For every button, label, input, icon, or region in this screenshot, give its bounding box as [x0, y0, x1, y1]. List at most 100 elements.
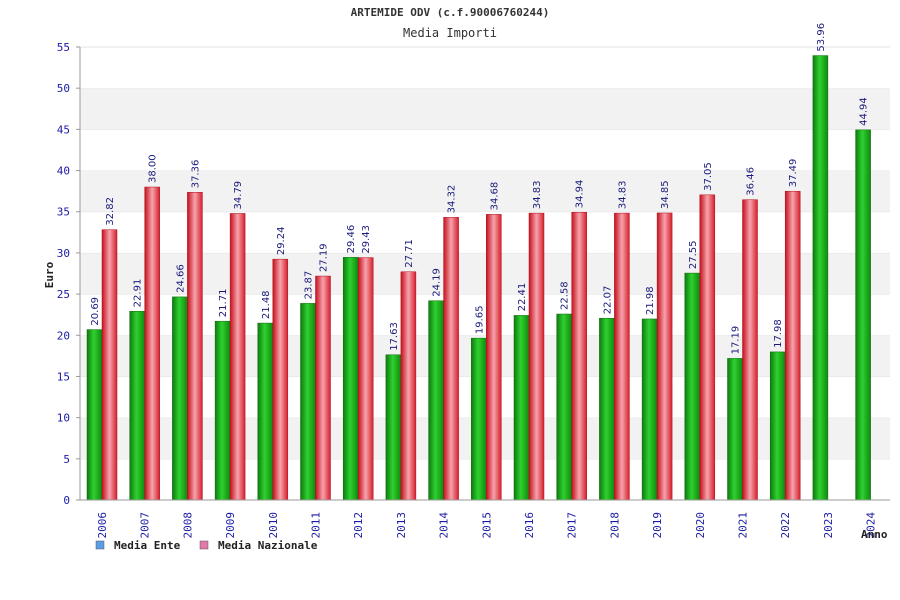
legend-label: Media Nazionale	[218, 539, 318, 552]
bar-media-ente	[342, 257, 359, 501]
bar-media-ente	[172, 296, 188, 501]
chart-subtitle: Media Importi	[403, 26, 497, 40]
data-label: 27.19	[319, 243, 330, 272]
grid-band	[80, 88, 890, 130]
y-tick-label: 55	[57, 41, 70, 54]
y-tick-label: 10	[57, 412, 70, 425]
data-label: 34.32	[447, 185, 458, 214]
bar-media-ente	[214, 320, 231, 501]
bar-media-ente	[86, 329, 103, 501]
bar-media-nazionale	[101, 229, 118, 501]
bar-media-ente	[812, 55, 829, 501]
data-label: 37.05	[703, 162, 714, 191]
y-tick-label: 15	[57, 370, 70, 383]
data-label: 34.85	[660, 180, 671, 209]
bar-media-ente	[769, 351, 786, 501]
bar-media-nazionale	[443, 217, 459, 501]
x-tick-label: 2020	[694, 512, 707, 539]
bar-media-ente	[684, 272, 701, 501]
bar-media-nazionale	[742, 199, 758, 501]
bars	[86, 55, 871, 501]
bar-media-ente	[727, 358, 743, 501]
bar-media-nazionale	[229, 213, 246, 501]
bar-media-nazionale	[400, 271, 417, 501]
x-tick-label: 2018	[608, 512, 621, 539]
data-label: 34.83	[532, 180, 543, 209]
data-label: 34.68	[489, 182, 500, 211]
bar-media-nazionale	[784, 190, 801, 501]
x-tick-label: 2010	[267, 512, 280, 539]
data-label: 36.46	[746, 167, 757, 196]
data-label: 21.98	[645, 286, 656, 315]
bar-media-nazionale	[187, 192, 203, 501]
data-label: 44.94	[859, 97, 870, 126]
bar-media-ente	[641, 318, 658, 501]
x-axis-ticks: 2006 2007 2008 2009 2010 2011 2012 2013 2014 2015…	[96, 512, 878, 539]
y-tick-label: 0	[63, 494, 70, 507]
x-tick-label: 2017	[566, 512, 579, 539]
y-tick-label: 35	[57, 206, 70, 219]
legend-swatch	[199, 540, 209, 550]
y-tick-label: 50	[57, 82, 70, 95]
bar-media-ente	[257, 322, 274, 501]
x-tick-label: 2021	[737, 512, 750, 539]
bar-media-ente	[385, 354, 402, 501]
legend-swatch	[95, 540, 105, 550]
x-tick-label: 2023	[822, 512, 835, 539]
x-tick-label: 2007	[139, 512, 152, 539]
bar-media-ente	[599, 317, 615, 501]
data-label: 21.48	[261, 290, 272, 319]
data-label: 29.24	[276, 227, 287, 256]
bar-media-nazionale	[528, 212, 545, 501]
bar-media-nazionale	[614, 212, 630, 501]
bar-media-ente	[855, 129, 871, 501]
bar-media-nazionale	[486, 214, 502, 501]
data-label: 17.19	[731, 326, 742, 355]
x-tick-label: 2014	[438, 512, 451, 539]
x-tick-label: 2019	[651, 512, 664, 539]
data-label: 34.79	[233, 181, 244, 210]
data-label: 22.58	[560, 281, 571, 310]
x-tick-label: 2022	[779, 512, 792, 539]
legend: Media Ente Media Nazionale	[95, 539, 318, 552]
data-label: 17.98	[773, 319, 784, 348]
x-tick-label: 2011	[310, 512, 323, 539]
bar-media-nazionale	[656, 212, 673, 501]
data-label: 37.49	[788, 159, 799, 188]
chart-title: ARTEMIDE ODV (c.f.90006760244)	[351, 6, 550, 19]
data-label: 34.94	[575, 180, 586, 209]
x-tick-label: 2013	[395, 512, 408, 539]
y-tick-label: 5	[63, 453, 70, 466]
bar-media-nazionale	[357, 257, 374, 501]
data-label: 29.43	[361, 225, 372, 254]
grid-band	[80, 47, 890, 89]
y-axis-ticks: 0 5 10 15 20 25 30 35 40 45 50 55	[57, 41, 80, 507]
value-labels: 20.69 32.82 22.91 38.00 24.66 37.36 21.71 34.79…	[90, 23, 870, 354]
bar-media-nazionale	[272, 258, 289, 501]
y-tick-label: 45	[57, 123, 70, 136]
bar-media-nazionale	[315, 275, 331, 501]
x-tick-label: 2024	[865, 512, 878, 539]
data-label: 19.65	[474, 306, 485, 335]
data-label: 37.36	[190, 160, 201, 189]
data-label: 17.63	[389, 322, 400, 351]
legend-label: Media Ente	[114, 539, 181, 552]
bar-media-ente	[556, 313, 572, 501]
data-label: 24.19	[432, 268, 443, 297]
data-label: 29.46	[346, 225, 357, 254]
x-axis-label: Anno	[861, 528, 888, 541]
data-label: 34.83	[617, 180, 628, 209]
x-tick-label: 2015	[480, 512, 493, 539]
grid-band	[80, 129, 890, 171]
data-label: 22.41	[517, 283, 528, 312]
data-label: 27.71	[404, 239, 415, 268]
y-axis-label: Euro	[43, 261, 56, 288]
data-label: 53.96	[816, 23, 827, 52]
data-label: 21.71	[218, 289, 229, 318]
data-label: 38.00	[148, 154, 159, 183]
y-tick-label: 40	[57, 165, 70, 178]
bar-media-ente	[300, 303, 316, 501]
data-label: 23.87	[304, 271, 315, 300]
data-label: 27.55	[688, 240, 699, 269]
